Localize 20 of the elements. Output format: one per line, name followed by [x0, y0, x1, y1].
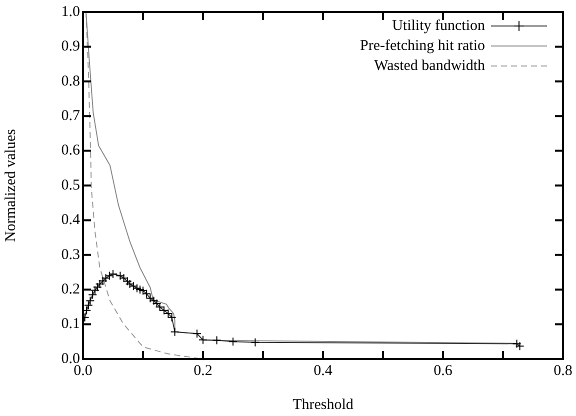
- x-tick-label: 0.8: [554, 362, 572, 379]
- y-tick-label: 0.2: [61, 282, 80, 298]
- y-tick-label: 0.8: [61, 73, 80, 90]
- x-axis-title: Threshold: [292, 396, 354, 413]
- legend-label: Wasted bandwidth: [374, 58, 486, 74]
- y-tick-label: 0.6: [61, 142, 80, 159]
- x-tick-label: 0.6: [434, 362, 453, 379]
- x-tick-label: 0.0: [74, 362, 92, 379]
- x-tick-label: 0.2: [194, 362, 212, 379]
- y-tick-label: 0.3: [61, 246, 80, 263]
- y-axis-title: Normalized values: [2, 128, 19, 242]
- y-tick-label: 0.4: [61, 212, 80, 228]
- y-tick-label: 1.0: [61, 4, 80, 20]
- y-tick-label: 0.1: [61, 316, 80, 332]
- y-tick-label: 0.7: [61, 108, 80, 124]
- legend-label: Pre-fetching hit ratio: [360, 38, 485, 54]
- x-tick-label: 0.4: [314, 362, 333, 379]
- y-tick-label: 0.5: [61, 177, 80, 194]
- legend-label: Utility function: [392, 18, 486, 34]
- y-tick-label: 0.9: [61, 38, 80, 55]
